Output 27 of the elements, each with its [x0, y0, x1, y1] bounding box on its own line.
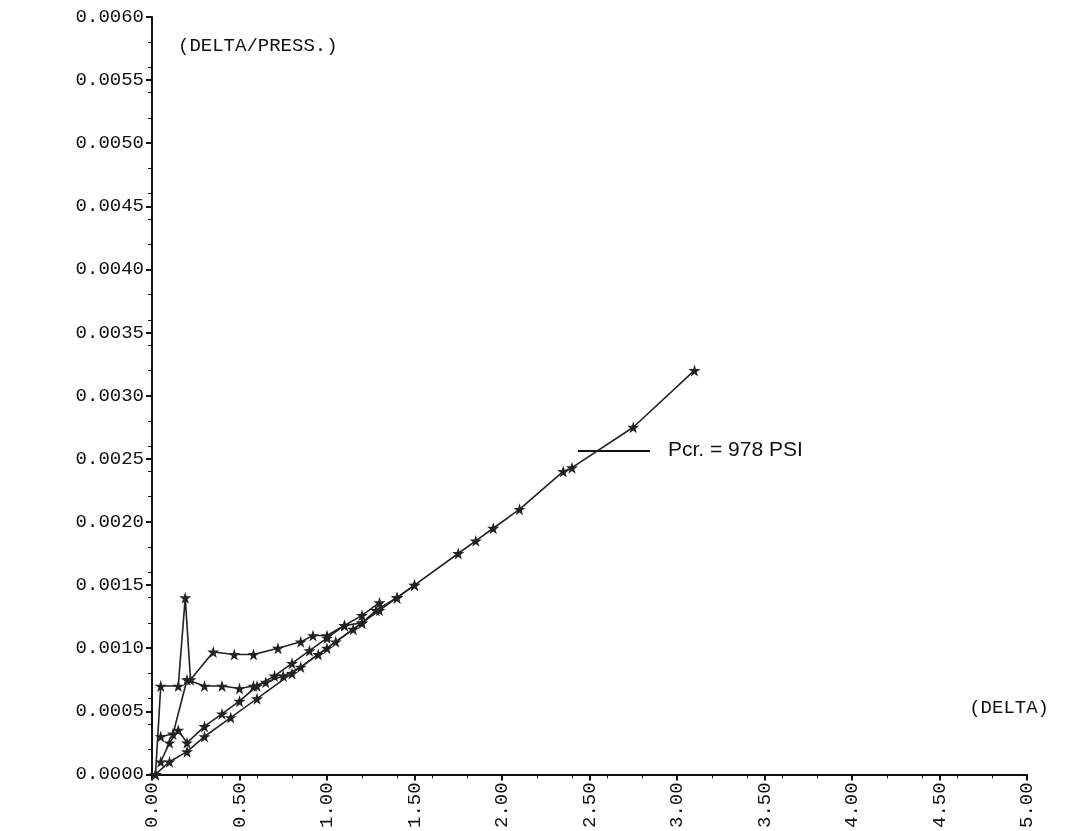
y-tick-label: 0.0010 [75, 637, 144, 660]
x-tick-label: 4.50 [928, 782, 951, 828]
x-tick-label: 1.00 [316, 782, 338, 828]
x-tick-label: 2.00 [491, 782, 513, 828]
y-tick-label: 0.0045 [75, 195, 144, 218]
y-tick-label: 0.0055 [75, 69, 144, 92]
y-tick-label: 0.0030 [75, 384, 144, 407]
x-tick-label: 3.50 [753, 782, 776, 828]
x-tick-label: 3.00 [666, 782, 688, 828]
y-tick-label: 0.0035 [75, 321, 144, 344]
x-tick-label: 4.00 [841, 782, 863, 828]
x-tick-label: 5.00 [1016, 782, 1038, 828]
y-tick-label: 0.0000 [75, 763, 144, 786]
y-tick-label: 0.0050 [75, 132, 144, 155]
x-axis-title: (DELTA) [969, 696, 1050, 719]
x-tick-label: 2.50 [578, 782, 601, 828]
x-tick-label: 1.50 [403, 782, 426, 828]
y-tick-label: 0.0040 [75, 258, 144, 281]
y-axis-title: (DELTA/PRESS.) [178, 34, 338, 57]
annotation: Pcr. = 978 PSI [668, 437, 803, 460]
y-tick-label: 0.0025 [75, 447, 144, 470]
y-tick-label: 0.0015 [75, 574, 144, 597]
y-tick-label: 0.0005 [75, 700, 144, 723]
y-tick-label: 0.0060 [75, 6, 144, 28]
x-tick-label: 0.50 [228, 782, 251, 828]
x-tick-label: 0.00 [141, 782, 163, 828]
y-tick-label: 0.0020 [75, 510, 144, 533]
